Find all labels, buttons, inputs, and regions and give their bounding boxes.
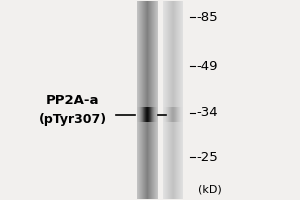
Text: -49: -49	[196, 60, 218, 73]
Text: -34: -34	[196, 106, 218, 119]
Text: -85: -85	[196, 11, 218, 24]
Text: PP2A-a: PP2A-a	[46, 94, 100, 106]
Text: (pTyr307): (pTyr307)	[39, 113, 107, 126]
Text: -25: -25	[196, 151, 218, 164]
Text: (kD): (kD)	[198, 185, 221, 195]
